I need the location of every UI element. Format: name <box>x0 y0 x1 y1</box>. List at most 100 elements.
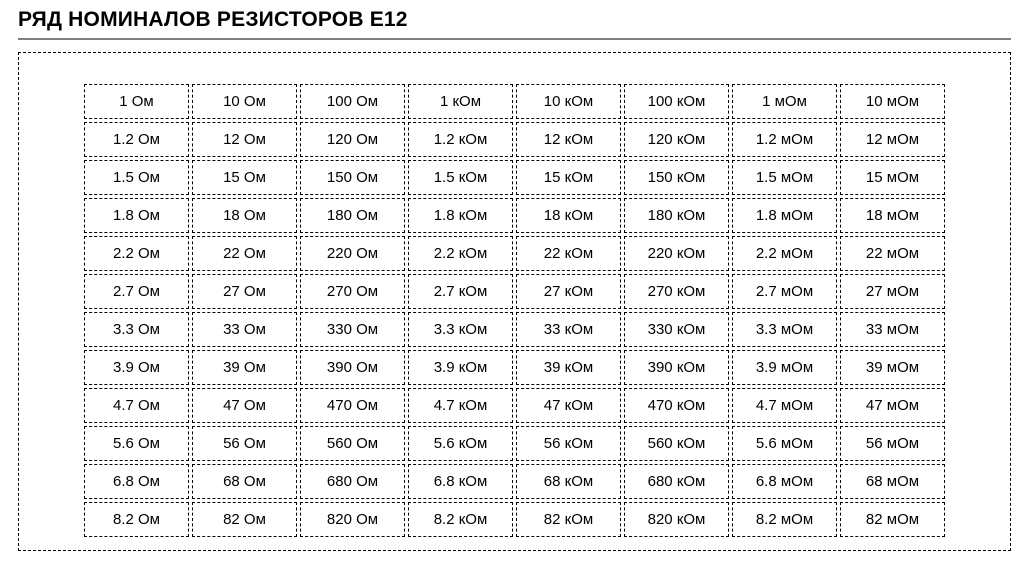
table-cell: 180 Ом <box>300 198 405 233</box>
outer-dashed-frame: 1 Ом10 Ом100 Ом1 кОм10 кОм100 кОм1 мОм10… <box>18 52 1011 551</box>
table-row: 2.2 Ом22 Ом220 Ом2.2 кОм22 кОм220 кОм2.2… <box>84 236 945 271</box>
table-cell: 68 мОм <box>840 464 945 499</box>
table-cell: 47 мОм <box>840 388 945 423</box>
table-row: 1.2 Ом12 Ом120 Ом1.2 кОм12 кОм120 кОм1.2… <box>84 122 945 157</box>
table-cell: 330 кОм <box>624 312 729 347</box>
table-cell: 18 Ом <box>192 198 297 233</box>
table-cell: 560 Ом <box>300 426 405 461</box>
table-cell: 100 кОм <box>624 84 729 119</box>
resistor-values-table: 1 Ом10 Ом100 Ом1 кОм10 кОм100 кОм1 мОм10… <box>81 81 948 540</box>
table-cell: 4.7 кОм <box>408 388 513 423</box>
table-cell: 56 мОм <box>840 426 945 461</box>
table-cell: 68 кОм <box>516 464 621 499</box>
table-cell: 68 Ом <box>192 464 297 499</box>
table-cell: 5.6 Ом <box>84 426 189 461</box>
table-cell: 150 Ом <box>300 160 405 195</box>
table-cell: 82 мОм <box>840 502 945 537</box>
table-cell: 33 мОм <box>840 312 945 347</box>
table-cell: 6.8 кОм <box>408 464 513 499</box>
table-cell: 33 Ом <box>192 312 297 347</box>
table-cell: 3.9 мОм <box>732 350 837 385</box>
table-cell: 820 кОм <box>624 502 729 537</box>
table-cell: 47 Ом <box>192 388 297 423</box>
table-cell: 3.9 кОм <box>408 350 513 385</box>
table-cell: 15 мОм <box>840 160 945 195</box>
table-cell: 680 Ом <box>300 464 405 499</box>
table-cell: 18 кОм <box>516 198 621 233</box>
table-cell: 39 Ом <box>192 350 297 385</box>
table-row: 3.3 Ом33 Ом330 Ом3.3 кОм33 кОм330 кОм3.3… <box>84 312 945 347</box>
table-cell: 3.3 Ом <box>84 312 189 347</box>
title-divider <box>18 38 1011 40</box>
table-cell: 12 Ом <box>192 122 297 157</box>
table-cell: 1 мОм <box>732 84 837 119</box>
table-cell: 47 кОм <box>516 388 621 423</box>
table-row: 2.7 Ом27 Ом270 Ом2.7 кОм27 кОм270 кОм2.7… <box>84 274 945 309</box>
table-cell: 1.2 кОм <box>408 122 513 157</box>
table-cell: 56 кОм <box>516 426 621 461</box>
table-cell: 1 Ом <box>84 84 189 119</box>
table-cell: 39 кОм <box>516 350 621 385</box>
table-cell: 270 кОм <box>624 274 729 309</box>
table-cell: 12 кОм <box>516 122 621 157</box>
table-cell: 180 кОм <box>624 198 729 233</box>
table-cell: 470 Ом <box>300 388 405 423</box>
page-title: РЯД НОМИНАЛОВ РЕЗИСТОРОВ Е12 <box>18 8 1011 32</box>
table-row: 8.2 Ом82 Ом820 Ом8.2 кОм82 кОм820 кОм8.2… <box>84 502 945 537</box>
table-row: 6.8 Ом68 Ом680 Ом6.8 кОм68 кОм680 кОм6.8… <box>84 464 945 499</box>
table-cell: 2.7 Ом <box>84 274 189 309</box>
table-cell: 120 Ом <box>300 122 405 157</box>
table-cell: 390 кОм <box>624 350 729 385</box>
table-cell: 1.8 кОм <box>408 198 513 233</box>
table-cell: 1.8 мОм <box>732 198 837 233</box>
table-cell: 82 Ом <box>192 502 297 537</box>
table-cell: 1.5 Ом <box>84 160 189 195</box>
table-cell: 6.8 мОм <box>732 464 837 499</box>
table-cell: 220 кОм <box>624 236 729 271</box>
table-cell: 10 мОм <box>840 84 945 119</box>
table-cell: 8.2 кОм <box>408 502 513 537</box>
table-row: 1.5 Ом15 Ом150 Ом1.5 кОм15 кОм150 кОм1.5… <box>84 160 945 195</box>
table-cell: 22 мОм <box>840 236 945 271</box>
table-cell: 22 Ом <box>192 236 297 271</box>
table-row: 4.7 Ом47 Ом470 Ом4.7 кОм47 кОм470 кОм4.7… <box>84 388 945 423</box>
table-cell: 15 Ом <box>192 160 297 195</box>
table-cell: 39 мОм <box>840 350 945 385</box>
table-cell: 27 кОм <box>516 274 621 309</box>
table-row: 3.9 Ом39 Ом390 Ом3.9 кОм39 кОм390 кОм3.9… <box>84 350 945 385</box>
table-cell: 82 кОм <box>516 502 621 537</box>
table-cell: 1.2 мОм <box>732 122 837 157</box>
table-cell: 2.7 мОм <box>732 274 837 309</box>
table-cell: 3.3 кОм <box>408 312 513 347</box>
table-cell: 1.5 кОм <box>408 160 513 195</box>
table-cell: 22 кОм <box>516 236 621 271</box>
table-cell: 1 кОм <box>408 84 513 119</box>
table-cell: 4.7 мОм <box>732 388 837 423</box>
table-cell: 270 Ом <box>300 274 405 309</box>
table-cell: 820 Ом <box>300 502 405 537</box>
table-cell: 1.5 мОм <box>732 160 837 195</box>
table-cell: 5.6 мОм <box>732 426 837 461</box>
table-cell: 680 кОм <box>624 464 729 499</box>
table-cell: 470 кОм <box>624 388 729 423</box>
table-cell: 150 кОм <box>624 160 729 195</box>
table-cell: 330 Ом <box>300 312 405 347</box>
table-cell: 560 кОм <box>624 426 729 461</box>
table-row: 1 Ом10 Ом100 Ом1 кОм10 кОм100 кОм1 мОм10… <box>84 84 945 119</box>
table-cell: 1.2 Ом <box>84 122 189 157</box>
table-cell: 8.2 Ом <box>84 502 189 537</box>
table-cell: 33 кОм <box>516 312 621 347</box>
page-root: РЯД НОМИНАЛОВ РЕЗИСТОРОВ Е12 1 Ом10 Ом10… <box>0 0 1029 585</box>
table-cell: 27 мОм <box>840 274 945 309</box>
table-cell: 1.8 Ом <box>84 198 189 233</box>
table-cell: 27 Ом <box>192 274 297 309</box>
table-cell: 2.2 мОм <box>732 236 837 271</box>
table-row: 1.8 Ом18 Ом180 Ом1.8 кОм18 кОм180 кОм1.8… <box>84 198 945 233</box>
table-cell: 2.7 кОм <box>408 274 513 309</box>
table-cell: 3.3 мОм <box>732 312 837 347</box>
table-cell: 120 кОм <box>624 122 729 157</box>
table-cell: 18 мОм <box>840 198 945 233</box>
table-cell: 3.9 Ом <box>84 350 189 385</box>
table-cell: 100 Ом <box>300 84 405 119</box>
table-cell: 56 Ом <box>192 426 297 461</box>
